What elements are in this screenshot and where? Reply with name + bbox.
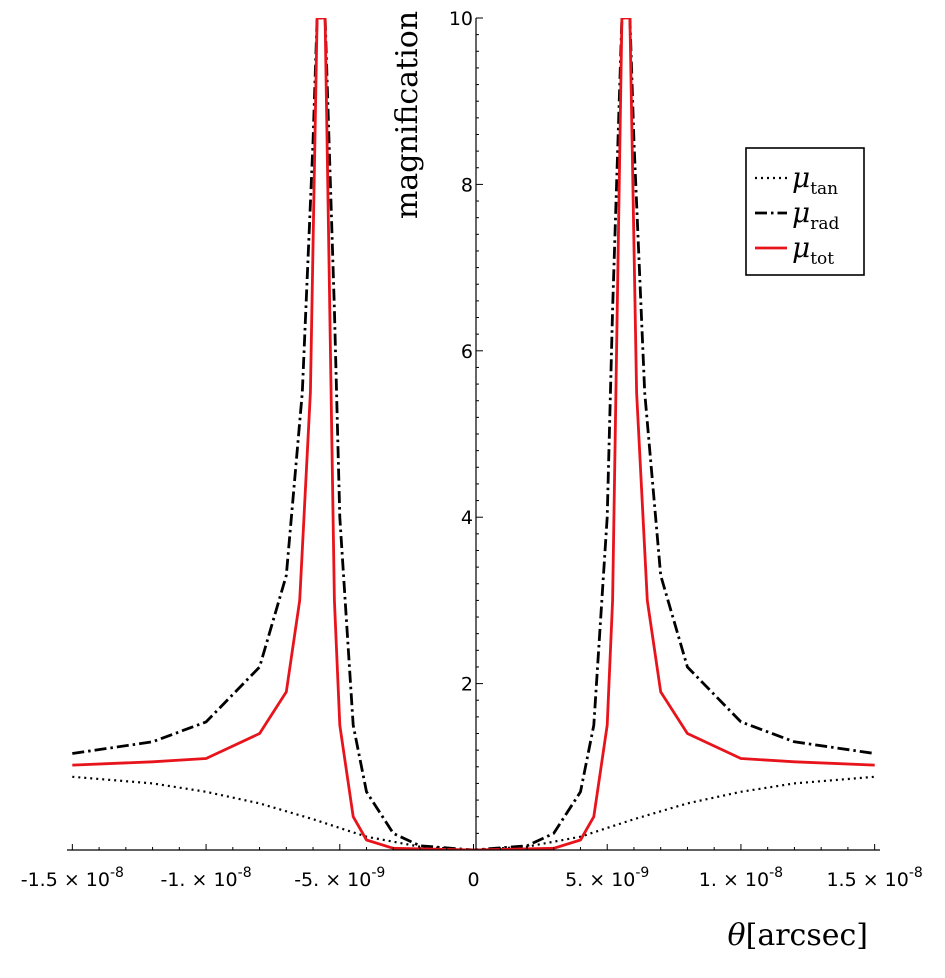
y-axis-title: magnification [390, 11, 425, 219]
x-axis-symbol: θ [728, 918, 746, 953]
legend-label-tan: μtan [792, 161, 838, 199]
x-tick-label: 0 [467, 869, 479, 891]
axes-layer: -1.5 × 10-8 -1. × 10-8 -5. × 10-9 0 5. × 10-… [21, 8, 923, 891]
y-tick-label: 10 [449, 8, 473, 30]
series-line-tot [72, 18, 875, 850]
y-tick-label: 6 [461, 341, 473, 363]
y-tick-label: 4 [461, 507, 473, 529]
legend-label-rad: μrad [792, 196, 839, 234]
x-tick-label: -5. × 10-9 [294, 865, 385, 891]
legend-label-tot: μtot [792, 231, 834, 269]
x-tick-label: -1. × 10-8 [160, 865, 251, 891]
x-axis-unit: [arcsec] [746, 918, 868, 953]
series-line-rad [72, 18, 875, 850]
x-tick-label: -1.5 × 10-8 [21, 865, 124, 891]
x-tick-label: 1. × 10-8 [699, 865, 783, 891]
y-tick-label: 2 [461, 674, 473, 696]
legend-box [745, 147, 865, 276]
x-tick-label: 1.5 × 10-8 [826, 865, 922, 891]
series-layer [72, 18, 875, 850]
series-line-tan [72, 775, 875, 850]
x-axis-title: θ[arcsec] [728, 918, 868, 953]
x-tick-label: 5. × 10-9 [565, 865, 649, 891]
y-tick-label: 8 [461, 174, 473, 196]
